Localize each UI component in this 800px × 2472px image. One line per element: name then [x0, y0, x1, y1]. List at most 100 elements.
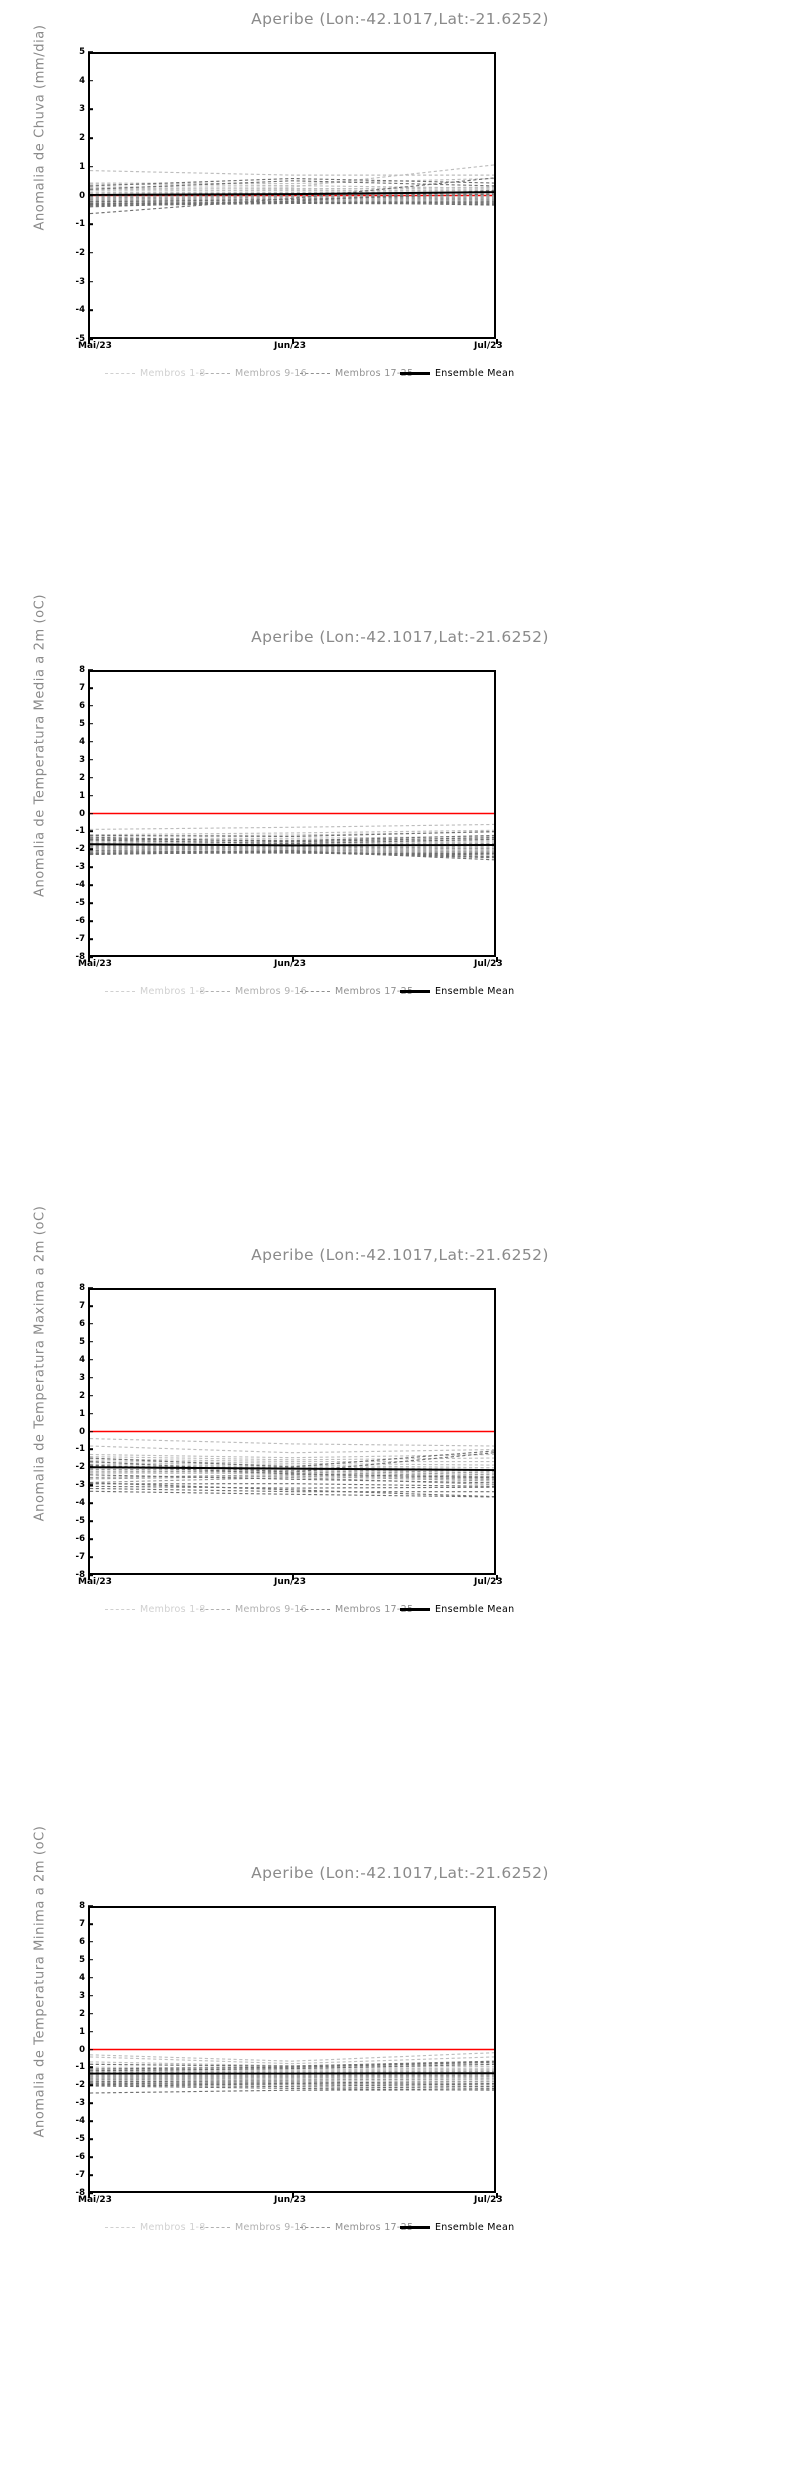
- x-tick-mark: [292, 2193, 294, 2198]
- y-tick-mark: [88, 705, 93, 707]
- y-tick-label: 2: [79, 2008, 85, 2019]
- member-line: [90, 2061, 494, 2070]
- y-tick-mark: [88, 108, 93, 111]
- dashed-line-swatch-icon: [105, 373, 135, 374]
- legend-item-3[interactable]: Membros 17-25: [300, 2222, 413, 2233]
- y-tick-label: -1: [75, 2062, 85, 2073]
- member-line: [90, 186, 494, 190]
- y-tick-mark: [88, 848, 93, 851]
- legend-item-3[interactable]: Membros 17-25: [300, 368, 413, 379]
- legend-item-1[interactable]: Membros 1-8: [105, 2222, 206, 2233]
- legend-label: Ensemble Mean: [435, 1604, 515, 1615]
- member-line: [90, 2056, 494, 2065]
- y-tick-label: 0: [79, 190, 85, 201]
- x-tick-label: Jun/23: [274, 1577, 306, 1587]
- y-tick-label: 5: [79, 1336, 85, 1347]
- y-tick-label: -2: [75, 1462, 85, 1473]
- y-axis-ticks: -5 -4 -3 -2 -1 0 1 2 3 4 5: [58, 47, 85, 344]
- y-tick-label: -4: [75, 1498, 85, 1509]
- chart-panel-1: Aperibe (Lon:-42.1017,Lat:-21.6252) Anoma…: [0, 594, 800, 1236]
- y-tick-label: 8: [79, 665, 85, 675]
- legend-item-2[interactable]: Membros 9-16: [200, 1604, 307, 1615]
- legend-item-2[interactable]: Membros 9-16: [200, 986, 307, 997]
- y-tick-mark: [88, 1556, 93, 1558]
- y-tick-label: 4: [79, 1972, 85, 1983]
- y-tick-mark: [88, 1574, 93, 1576]
- legend-item-4[interactable]: Ensemble Mean: [400, 986, 514, 997]
- member-line: [90, 187, 494, 191]
- legend-item-2[interactable]: Membros 9-16: [200, 2222, 307, 2233]
- y-tick-mark: [88, 79, 93, 82]
- member-line: [90, 1472, 494, 1479]
- legend-item-4[interactable]: Ensemble Mean: [400, 2222, 514, 2233]
- legend-item-4[interactable]: Ensemble Mean: [400, 368, 514, 379]
- y-tick-mark: [88, 1305, 93, 1307]
- member-line: [90, 2078, 494, 2081]
- legend-item-1[interactable]: Membros 1-8: [105, 986, 206, 997]
- member-line: [90, 848, 494, 851]
- y-axis-ticks: -8 -7 -6 -5 -4 -3 -2 -1 0 1 2 3 4 5 6 7 8: [58, 665, 85, 962]
- member-line: [90, 846, 494, 849]
- y-tick-label: 8: [79, 1901, 85, 1911]
- y-tick-mark: [88, 166, 93, 168]
- y-tick-label: 0: [79, 1426, 85, 1437]
- member-line: [90, 202, 494, 206]
- x-axis-labels: Mai/23 Jun/23 Jul/23: [0, 341, 800, 359]
- legend-label: Membros 1-8: [140, 2222, 206, 2233]
- member-line: [90, 177, 494, 215]
- y-tick-mark: [88, 1538, 93, 1540]
- legend-item-4[interactable]: Ensemble Mean: [400, 1604, 514, 1615]
- dashed-line-swatch-icon: [200, 991, 230, 992]
- y-tick-label: 5: [79, 1954, 85, 1965]
- chart-legend: Membros 1-8 Membros 9-16 Membros 17-25 Ense…: [0, 2222, 800, 2238]
- legend-item-1[interactable]: Membros 1-8: [105, 1604, 206, 1615]
- chart-panel-0: Aperibe (Lon:-42.1017,Lat:-21.6252) Anoma…: [0, 0, 800, 618]
- y-tick-label: 4: [79, 736, 85, 747]
- y-tick-label: -5: [75, 1516, 85, 1527]
- x-tick-mark: [496, 957, 498, 962]
- member-line: [90, 834, 494, 842]
- member-line: [90, 2085, 494, 2091]
- y-tick-label: -4: [75, 2116, 85, 2127]
- legend-item-3[interactable]: Membros 17-25: [300, 1604, 413, 1615]
- ensemble-mean-line: [90, 1466, 494, 1472]
- x-tick-mark: [292, 957, 294, 962]
- y-tick-label: -6: [75, 916, 85, 927]
- member-line: [90, 1482, 494, 1498]
- y-tick-label: -3: [75, 2098, 85, 2109]
- dashed-line-swatch-icon: [200, 2227, 230, 2228]
- y-tick-label: 0: [79, 808, 85, 819]
- member-line: [90, 2068, 494, 2071]
- x-tick-label: Jul/23: [474, 1577, 503, 1587]
- legend-item-2[interactable]: Membros 9-16: [200, 368, 307, 379]
- member-line: [90, 170, 494, 176]
- solid-line-swatch-icon: [400, 372, 430, 375]
- y-tick-label: -7: [75, 934, 85, 945]
- member-line: [90, 164, 494, 188]
- member-line: [90, 2063, 494, 2072]
- solid-line-swatch-icon: [400, 2226, 430, 2229]
- y-tick-label: 2: [79, 133, 85, 144]
- y-tick-label: -1: [75, 1444, 85, 1455]
- member-line: [90, 177, 494, 185]
- y-tick-mark: [88, 223, 93, 225]
- y-tick-mark: [88, 280, 93, 283]
- y-tick-mark: [88, 2102, 93, 2105]
- y-tick-label: -6: [75, 2152, 85, 2163]
- member-line: [90, 2067, 494, 2070]
- y-tick-mark: [88, 2138, 93, 2140]
- member-line: [90, 183, 494, 189]
- legend-label: Membros 9-16: [235, 1604, 307, 1615]
- x-tick-mark: [88, 1575, 90, 1580]
- dashed-line-swatch-icon: [105, 2227, 135, 2228]
- y-tick-mark: [88, 2156, 93, 2158]
- y-tick-mark: [88, 669, 93, 671]
- y-tick-mark: [88, 812, 93, 815]
- series-canvas: [90, 164, 494, 215]
- dashed-line-swatch-icon: [300, 2227, 330, 2228]
- legend-item-1[interactable]: Membros 1-8: [105, 368, 206, 379]
- legend-item-3[interactable]: Membros 17-25: [300, 986, 413, 997]
- member-line: [90, 837, 494, 841]
- y-tick-mark: [88, 1905, 93, 1907]
